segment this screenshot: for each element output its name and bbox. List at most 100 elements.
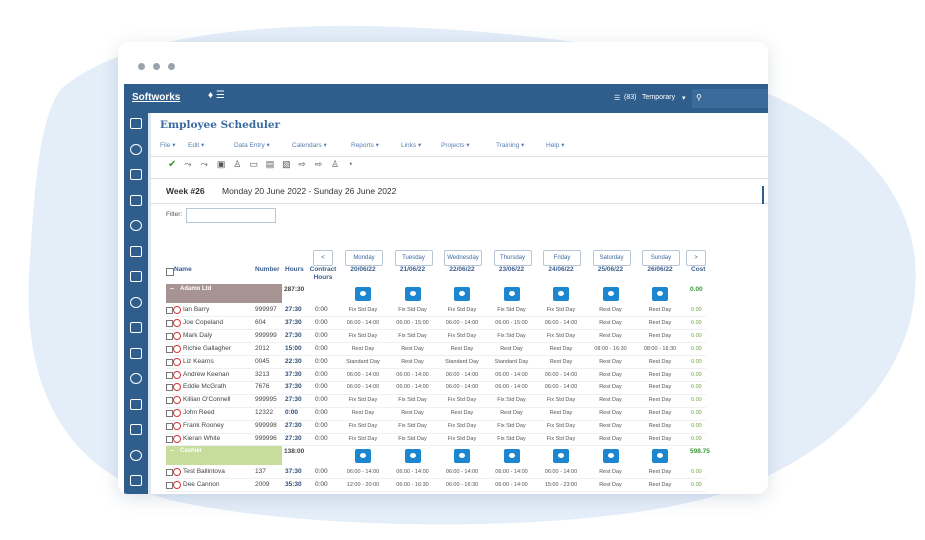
shift[interactable]: Rest Day (599, 384, 622, 391)
sidebar-icon[interactable] (130, 347, 142, 359)
role[interactable]: Temporary (642, 94, 676, 101)
employee-name[interactable]: Eddie McGrath (183, 383, 227, 391)
group-collapse[interactable]: − (170, 447, 175, 455)
sidebar-icon[interactable] (130, 169, 142, 180)
shift[interactable]: Rest Day (599, 481, 622, 488)
row-checkbox[interactable] (166, 358, 173, 366)
shift[interactable]: 06:00 - 14:00 (445, 468, 479, 475)
shift[interactable]: Fix Std Day (398, 397, 427, 404)
toolbar-icon[interactable]: ⇨ (298, 159, 306, 169)
shift[interactable]: Fix Std Day (497, 307, 526, 313)
shift[interactable]: Rest Day (549, 345, 573, 352)
shift[interactable]: Rest Day (599, 410, 622, 417)
logo[interactable]: Softworks (132, 92, 181, 103)
shift[interactable]: Rest Day (648, 410, 672, 417)
toolbar-icon[interactable]: ▣ (216, 159, 226, 169)
search-box[interactable]: ⚲ (692, 89, 768, 108)
sidebar-icon[interactable] (130, 449, 142, 461)
employee-name[interactable]: John Reed (183, 409, 215, 417)
shift[interactable]: 06:00 - 14:00 (544, 319, 578, 326)
shift[interactable]: Rest Day (599, 436, 622, 442)
row-icon[interactable] (173, 344, 181, 353)
shift[interactable]: 08:00 - 16:30 (643, 345, 677, 352)
shift[interactable]: Rest Day (648, 319, 672, 326)
shift[interactable]: 06:00 - 14:00 (445, 384, 479, 391)
shift[interactable]: Fix Std Day (447, 307, 477, 313)
chat-button[interactable] (553, 448, 569, 463)
sidebar-icon[interactable] (130, 118, 142, 129)
chat-button[interactable] (602, 448, 619, 463)
row-icon[interactable] (173, 435, 181, 443)
sidebar-icon[interactable] (130, 194, 142, 206)
menu-item[interactable]: Data Entry (234, 141, 270, 149)
employee-name[interactable]: Kieran White (183, 435, 221, 442)
shift[interactable]: 06:00 - 14:00 (396, 371, 429, 378)
row-checkbox[interactable] (166, 397, 173, 405)
shift[interactable]: Rest Day (401, 345, 424, 352)
row-icon[interactable] (173, 370, 181, 379)
toolbar-icon[interactable]: ♙ (233, 159, 242, 169)
shift[interactable]: 06:00 - 14:00 (396, 384, 429, 391)
shift[interactable]: Rest Day (599, 423, 622, 430)
chat-button[interactable] (652, 287, 668, 301)
next-week[interactable]: > (686, 250, 706, 266)
menu-item[interactable]: File (160, 141, 176, 149)
shift[interactable]: Fix Std Day (447, 397, 477, 404)
shift[interactable]: 06:00 - 14:00 (445, 319, 479, 326)
chat-button[interactable] (652, 448, 668, 463)
shift[interactable]: Rest Day (599, 319, 622, 326)
chat-button[interactable] (355, 287, 371, 301)
employee-name[interactable]: Ian Barry (183, 306, 210, 313)
shift[interactable]: Fix Std Day (546, 307, 576, 313)
shift[interactable]: Fix Std Day (398, 307, 427, 313)
menu-item[interactable]: Edit (188, 141, 204, 149)
shift[interactable]: Fix Std Day (546, 436, 576, 442)
sidebar-icon[interactable] (130, 220, 142, 231)
shift[interactable]: Rest Day (351, 345, 375, 352)
chat-button[interactable] (355, 448, 371, 463)
chat-button[interactable] (602, 287, 619, 301)
shift[interactable]: Rest Day (599, 358, 622, 365)
shift[interactable]: Rest Day (648, 358, 672, 365)
day-button[interactable]: Thursday (493, 250, 532, 266)
chat-button[interactable] (553, 287, 569, 301)
shift[interactable]: Fix Std Day (546, 397, 576, 404)
sidebar-icon[interactable] (130, 271, 142, 282)
shift[interactable]: 06:00 - 14:00 (445, 371, 479, 378)
chat-button[interactable] (454, 287, 470, 301)
shift[interactable]: Rest Day (648, 332, 672, 339)
shift[interactable]: Rest Day (549, 358, 573, 365)
shift[interactable]: Rest Day (599, 468, 622, 475)
shift[interactable]: Standard Day (494, 358, 529, 365)
shift[interactable]: Rest Day (450, 345, 474, 352)
shift[interactable]: 06:00 - 14:00 (396, 468, 429, 475)
row-checkbox[interactable] (166, 423, 173, 431)
shift[interactable]: Rest Day (648, 307, 672, 313)
shift[interactable]: 06:00 - 14:00 (544, 371, 578, 378)
employee-name[interactable]: Dee Cannon (183, 480, 220, 488)
shift[interactable]: Fix Std Day (398, 332, 427, 339)
row-icon[interactable] (173, 480, 181, 489)
menu-item[interactable]: Training (496, 141, 524, 149)
shift[interactable]: Fix Std Day (546, 332, 576, 339)
shift[interactable]: Fix Std Day (497, 423, 526, 430)
group-collapse[interactable]: − (170, 286, 175, 293)
shift[interactable]: Fix Std Day (447, 423, 477, 430)
sidebar-icon[interactable] (130, 245, 142, 257)
shift[interactable]: Standard Day (346, 358, 380, 365)
toolbar-icon[interactable]: ♙ (331, 159, 340, 169)
shift[interactable]: Rest Day (648, 384, 672, 391)
shift[interactable]: Fix Std Day (497, 436, 526, 442)
sidebar-icon[interactable] (130, 475, 142, 486)
shift[interactable]: Fix Std Day (348, 397, 378, 404)
row-checkbox[interactable] (166, 481, 173, 489)
shift[interactable]: Fix Std Day (447, 332, 477, 339)
shift[interactable]: Rest Day (500, 410, 523, 417)
shift[interactable]: 06:00 - 16:30 (445, 481, 479, 488)
sidebar-icon[interactable] (130, 296, 142, 308)
toolbar-icon[interactable]: ✔ (168, 159, 177, 170)
employee-name[interactable]: Liz Kearns (183, 357, 214, 365)
row-checkbox[interactable] (166, 468, 173, 476)
menu-item[interactable]: Links (401, 141, 421, 149)
row-checkbox[interactable] (166, 410, 173, 418)
